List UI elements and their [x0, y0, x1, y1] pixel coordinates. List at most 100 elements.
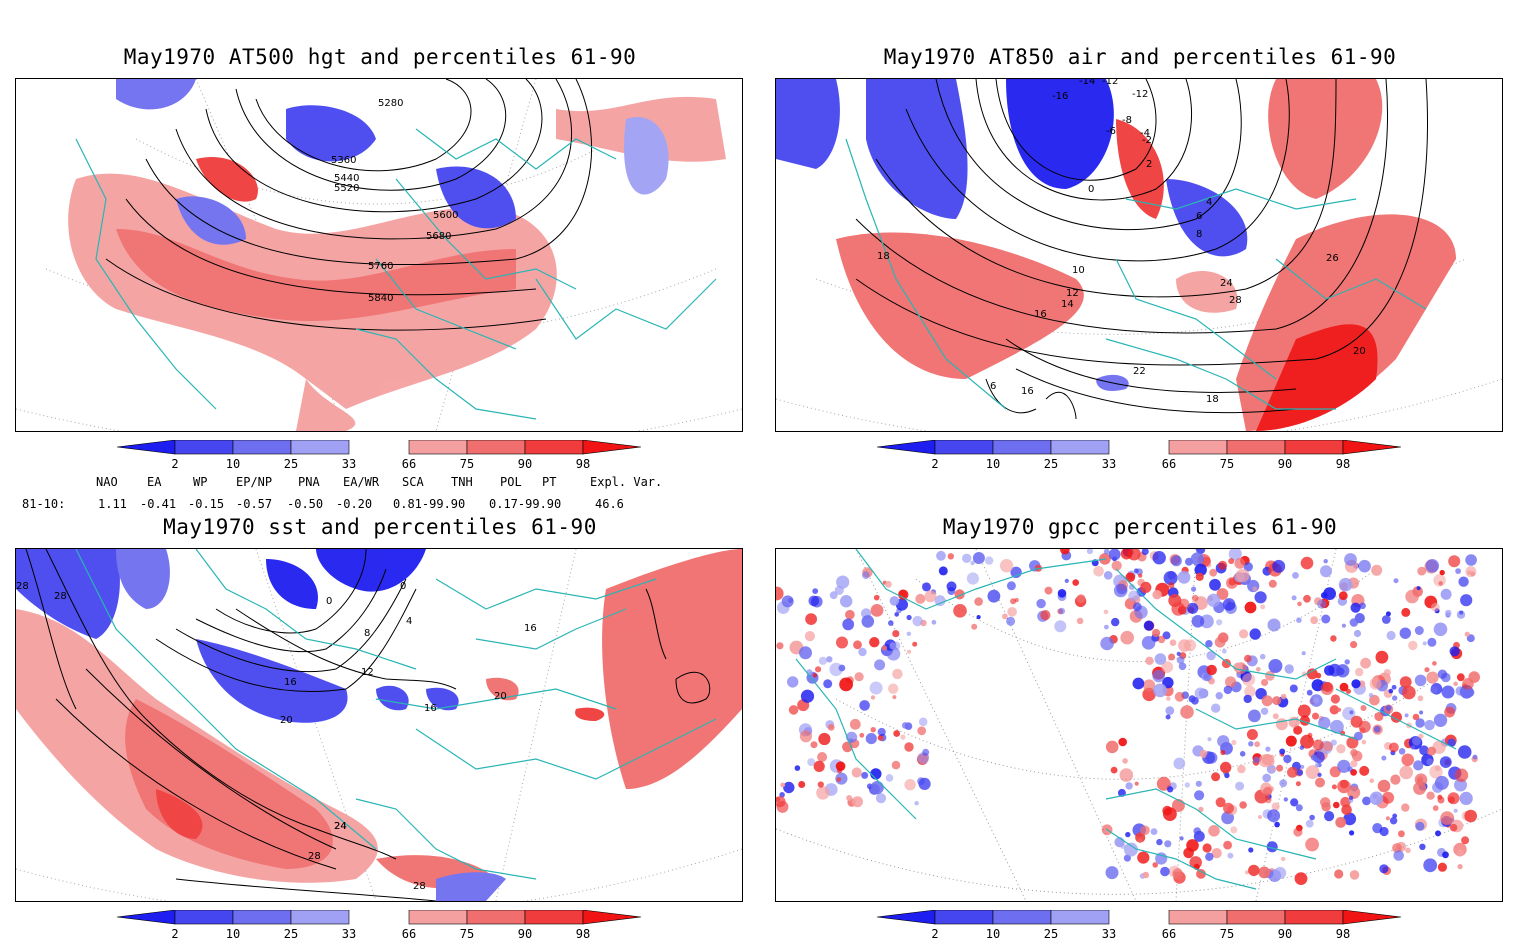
tele-header: SCA [402, 475, 424, 489]
tele-value: -0.57 [236, 497, 273, 511]
precip-speckle [953, 604, 967, 618]
tele-header: EA [147, 475, 162, 489]
contour-label: 0 [326, 596, 332, 607]
precip-speckle [1300, 556, 1314, 570]
precip-speckle [1239, 801, 1247, 809]
precip-speckle [776, 642, 784, 650]
precip-speckle [1293, 827, 1303, 837]
map-panel-sst: 28 28 24 0 0 4 8 12 16 20 16 20 24 28 28… [15, 548, 743, 902]
precip-speckle [1315, 777, 1325, 788]
precip-speckle [1199, 749, 1208, 758]
precip-speckle [1337, 707, 1342, 712]
precip-speckle [1415, 821, 1425, 831]
precip-speckle [1272, 559, 1286, 573]
precip-speckle [1339, 682, 1349, 692]
precip-speckle [806, 669, 813, 676]
precip-speckle [1145, 656, 1154, 665]
precip-speckle [1253, 756, 1260, 764]
precip-speckle [818, 732, 831, 746]
precip-speckle [1348, 795, 1354, 800]
contour-label: -6 [1106, 126, 1116, 137]
precip-speckle [946, 581, 957, 592]
precip-speckle [1248, 847, 1254, 853]
precip-speckle [1165, 706, 1175, 716]
precip-speckle [1198, 806, 1204, 813]
precip-speckle [1280, 693, 1287, 700]
precip-speckle [1272, 696, 1282, 706]
precip-speckle [1254, 741, 1260, 748]
precip-speckle [947, 553, 954, 560]
precip-speckle [1036, 598, 1046, 609]
precip-speckle [1120, 630, 1134, 645]
tele-header: EP/NP [236, 475, 273, 489]
precip-speckle [1135, 568, 1143, 576]
precip-speckle [1336, 744, 1346, 754]
precip-speckle [1208, 825, 1220, 837]
precip-speckle [1385, 816, 1390, 821]
precip-speckle [1350, 715, 1363, 728]
precip-speckle [811, 595, 823, 608]
precip-speckle [889, 596, 900, 606]
precip-speckle [1168, 653, 1176, 661]
precip-speckle [1408, 640, 1418, 651]
precip-speckle [1161, 661, 1174, 673]
precip-speckle [1310, 616, 1319, 625]
contour-label: 8 [1196, 229, 1202, 240]
colorbar-label: 33 [341, 457, 357, 471]
tele-header: TNH [451, 475, 473, 489]
precip-speckle [974, 597, 983, 606]
precip-speckle [1176, 651, 1181, 656]
precip-speckle [1194, 563, 1207, 577]
precip-speckle [1344, 659, 1350, 665]
precip-speckle [1361, 739, 1367, 745]
precip-speckle [799, 646, 812, 660]
precip-speckle [846, 795, 853, 801]
precip-speckle [1138, 573, 1143, 578]
precip-speckle [1307, 732, 1313, 738]
precip-speckle [1437, 862, 1447, 872]
precip-speckle [1330, 635, 1337, 642]
precip-speckle [1432, 661, 1437, 666]
precip-speckle [915, 593, 926, 604]
precip-speckle [966, 572, 979, 585]
precip-speckle [1432, 805, 1439, 811]
precip-speckle [1283, 797, 1288, 802]
precip-speckle [1430, 686, 1438, 694]
precip-speckle [1239, 751, 1246, 757]
precip-speckle [1306, 689, 1313, 696]
precip-speckle [1279, 779, 1288, 788]
precip-speckle [1163, 571, 1178, 585]
precip-speckle [853, 640, 862, 650]
tele-value: 0.81-99.90 [393, 497, 466, 511]
precip-speckle [1220, 749, 1226, 756]
precip-speckle [1455, 568, 1461, 574]
precip-speckle [1172, 868, 1183, 879]
contour-label: 5520 [334, 183, 359, 194]
contour-label: 16 [284, 677, 297, 688]
precip-speckle [1398, 748, 1406, 755]
title-sst: May1970 sst and percentiles 61-90 [163, 515, 597, 539]
colorbar-at500: 2 10 25 33 66 75 90 98 [115, 440, 645, 474]
colorbar-label: 66 [1161, 457, 1177, 471]
precip-speckle [1288, 716, 1300, 728]
precip-speckle [783, 781, 795, 794]
precip-speckle [1417, 695, 1424, 702]
contour-label: 28 [16, 581, 29, 592]
precip-speckle [1285, 735, 1297, 747]
precip-speckle [1234, 558, 1246, 569]
colorbar-label: 98 [575, 927, 591, 941]
precip-speckle [885, 774, 894, 782]
precip-speckle [1103, 571, 1113, 580]
tele-value: -0.41 [140, 497, 177, 511]
precip-speckle [900, 734, 906, 740]
precip-speckle [1170, 555, 1182, 567]
precip-speckle [1178, 662, 1187, 671]
precip-speckle [1237, 764, 1246, 774]
precip-speckle [862, 571, 870, 579]
colorbar-label: 10 [985, 927, 1001, 941]
precip-speckle [1465, 688, 1475, 697]
precip-speckle [1205, 751, 1218, 764]
precip-speckle [1228, 558, 1235, 565]
precip-speckle [829, 591, 838, 600]
precip-speckle [1174, 691, 1185, 702]
